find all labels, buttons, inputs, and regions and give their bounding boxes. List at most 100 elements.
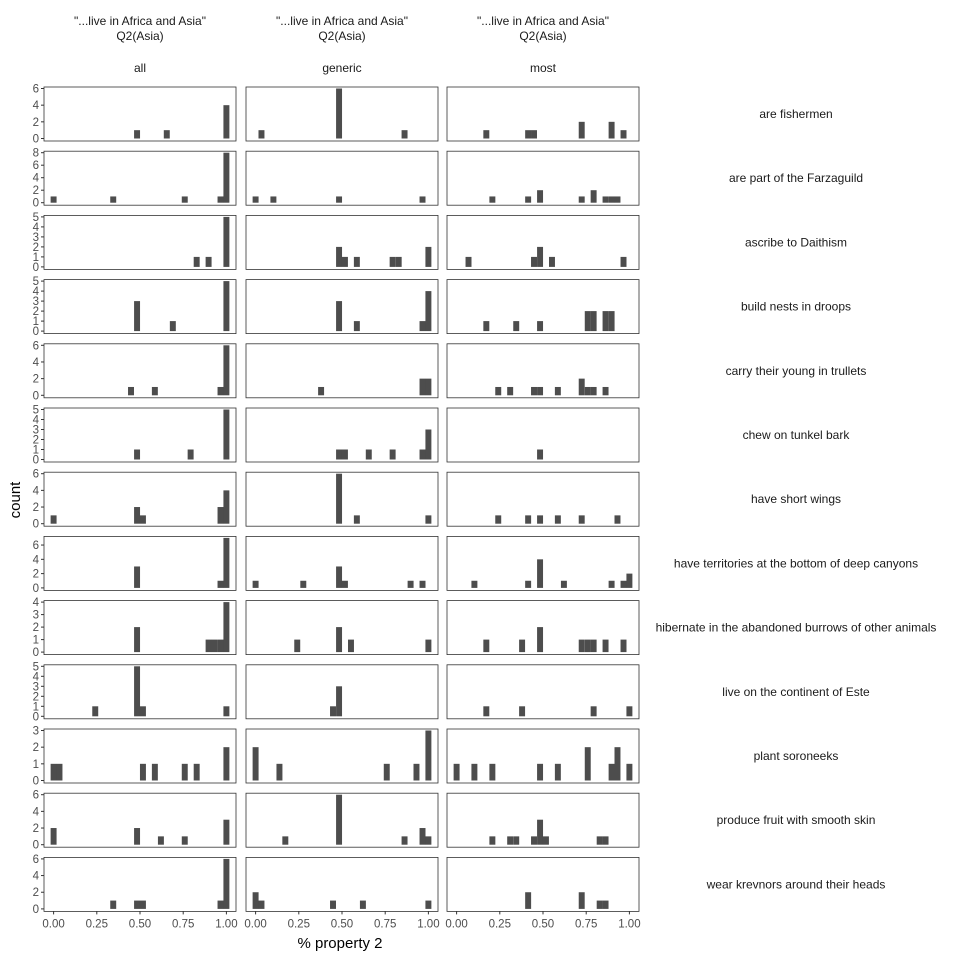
facet-panel (245, 279, 439, 335)
histogram-bar (425, 378, 432, 396)
row-strip-label: wear krevnors around their heads (706, 877, 886, 891)
y-tick-label: 4 (33, 597, 40, 609)
y-tick-label: 0 (33, 840, 39, 852)
row-strip-label: produce fruit with smooth skin (717, 813, 876, 827)
histogram-bar (300, 580, 307, 588)
histogram-bar (139, 515, 146, 524)
histogram-bar (471, 580, 478, 588)
histogram-bar (181, 763, 188, 781)
histogram-bar (525, 892, 532, 909)
histogram-bar (134, 900, 141, 909)
histogram-bar (542, 836, 549, 845)
y-tick-label: 0 (33, 519, 39, 531)
y-tick-label: 4 (33, 173, 40, 185)
panel-border (446, 86, 640, 142)
histogram-bar (223, 537, 230, 588)
histogram-bar (330, 706, 336, 717)
histogram-bar (620, 580, 627, 588)
histogram-bar (537, 321, 544, 332)
histogram-bar (217, 196, 224, 203)
histogram-bar (134, 566, 141, 588)
histogram-bar (608, 763, 615, 781)
y-tick-label: 0 (33, 711, 39, 723)
histogram-bar (401, 130, 408, 139)
histogram-bar (554, 386, 561, 396)
histogram-bar (608, 121, 615, 139)
row-strip-label: hibernate in the abandoned burrows of ot… (656, 621, 937, 635)
histogram-bar (217, 580, 224, 588)
y-axis-title: count (7, 481, 24, 519)
histogram-bar (608, 311, 615, 332)
y-tick-label: 0 (33, 198, 39, 210)
histogram-bar (537, 386, 544, 396)
histogram-bar (223, 706, 230, 717)
histogram-bar (336, 473, 343, 524)
row-strip-label: are part of the Farzaguild (729, 171, 863, 185)
histogram-bar (602, 639, 609, 653)
facet-panel (245, 214, 439, 270)
histogram-bar (507, 836, 514, 845)
histogram-bar (353, 515, 360, 524)
histogram-bar (626, 706, 633, 717)
histogram-bar (157, 836, 164, 845)
histogram-bar (353, 321, 360, 332)
x-tick-label: 0.25 (288, 918, 310, 930)
histogram-bar (336, 686, 343, 717)
histogram-bar (389, 449, 396, 460)
histogram-bar (537, 559, 544, 588)
histogram-bar (608, 196, 615, 203)
facet-panel (43, 407, 237, 463)
histogram-bar (483, 639, 490, 653)
histogram-bar (252, 892, 259, 909)
y-tick-label: 2 (33, 242, 39, 254)
histogram-bar (193, 256, 200, 267)
histogram-bar (336, 794, 343, 845)
histogram-bar (128, 386, 134, 396)
y-tick-label: 2 (33, 306, 39, 318)
histogram-bar (258, 900, 265, 909)
histogram-bar (395, 256, 402, 267)
histogram-bar (205, 639, 212, 653)
facet-panel (446, 536, 640, 591)
y-tick-label: 1 (33, 252, 39, 264)
histogram-bar (578, 121, 585, 139)
histogram-bar (602, 900, 609, 909)
histogram-bar (110, 900, 117, 909)
facet-panel (446, 600, 640, 655)
facet-panel (245, 600, 439, 655)
histogram-bar (554, 763, 561, 781)
histogram-bar (590, 190, 597, 203)
histogram-bar (620, 130, 627, 139)
x-tick-label: 0.50 (331, 918, 353, 930)
y-tick-label: 4 (33, 357, 40, 369)
histogram-bar (537, 449, 544, 460)
y-tick-label: 2 (33, 185, 39, 197)
facet-panel (245, 857, 439, 912)
facet-panel (43, 857, 237, 912)
y-tick-label: 6 (33, 340, 39, 352)
panel-border (245, 857, 439, 912)
y-tick-label: 8 (33, 148, 39, 160)
column-header-label: most (530, 61, 557, 75)
histogram-bar (425, 515, 432, 524)
facet-grid: "...live in Africa and Asia"Q2(Asia)all"… (33, 14, 937, 930)
histogram-bar (507, 386, 514, 396)
histogram-bar (151, 386, 158, 396)
y-tick-label: 1 (33, 701, 39, 713)
histogram-bar (620, 639, 627, 653)
histogram-bar (531, 386, 537, 396)
histogram-bar (318, 386, 325, 396)
histogram-bar (584, 639, 591, 653)
histogram-bar (483, 706, 490, 717)
histogram-bar (205, 256, 212, 267)
x-tick-label: 0.00 (244, 918, 266, 930)
histogram-bar (519, 639, 526, 653)
histogram-bar (181, 836, 188, 845)
histogram-bar (602, 836, 609, 845)
facet-panel (245, 407, 439, 463)
histogram-bar (341, 580, 348, 588)
x-tick-label: 1.00 (618, 918, 640, 930)
x-tick-label: 1.00 (215, 918, 237, 930)
y-tick-label: 3 (33, 610, 39, 622)
histogram-bar (258, 130, 265, 139)
